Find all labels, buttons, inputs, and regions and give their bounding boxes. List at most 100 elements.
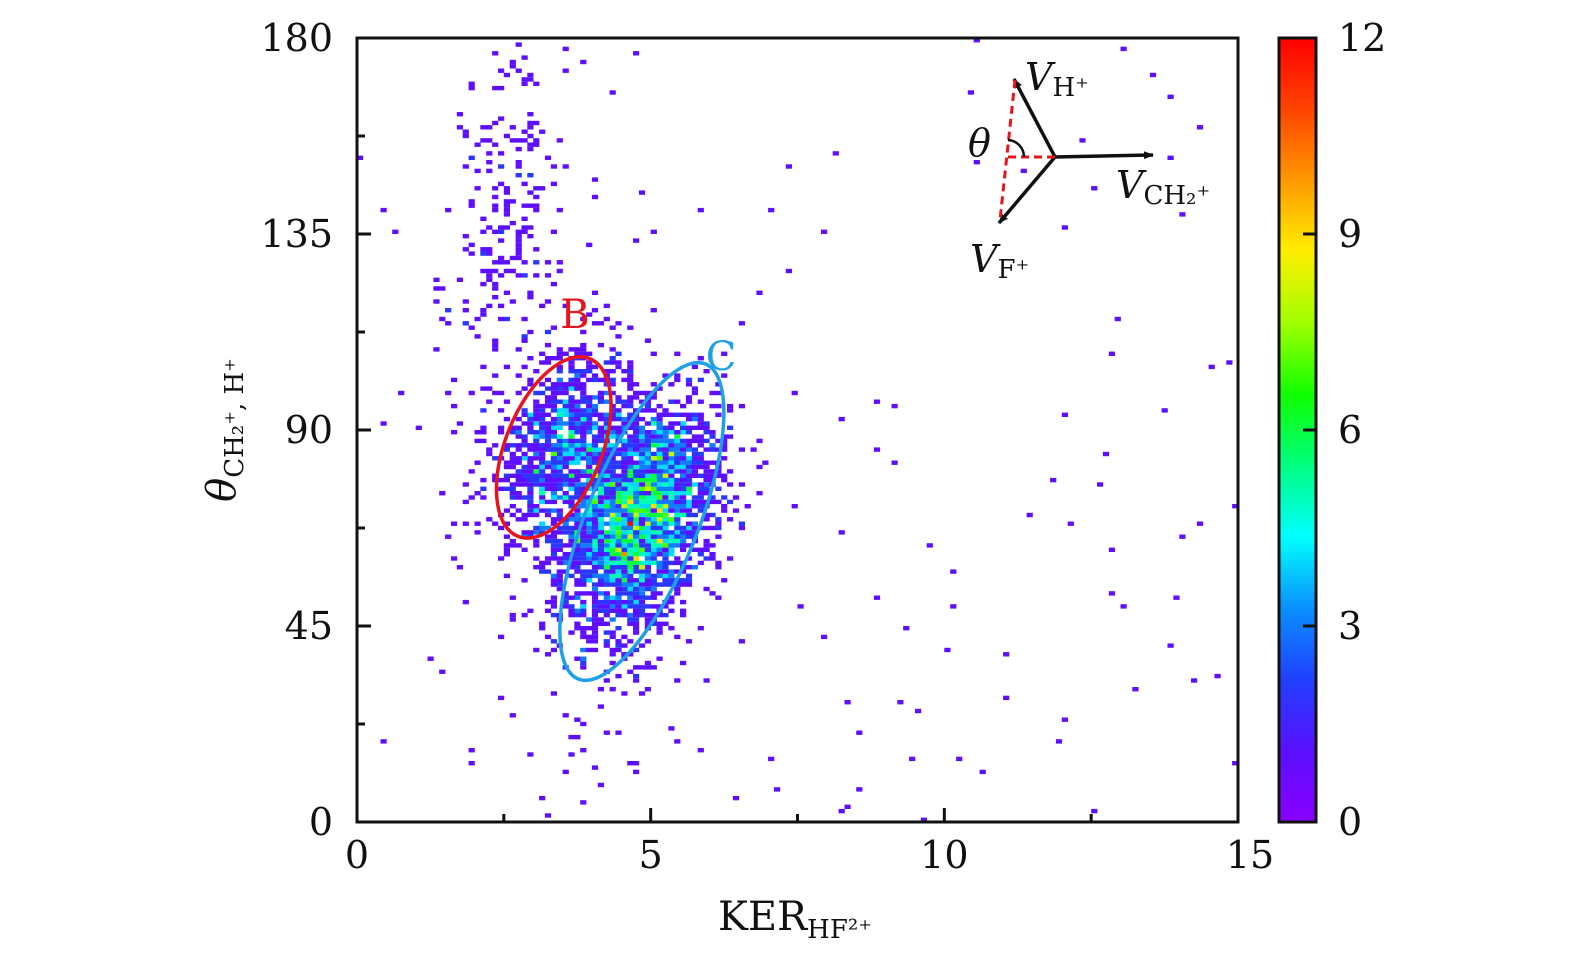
heatmap-cell (533, 512, 540, 518)
heatmap-cell (1102, 451, 1110, 457)
heatmap-cell (774, 787, 781, 792)
heatmap-cell (550, 325, 557, 330)
heatmap-cell (597, 425, 604, 430)
heatmap-cell (439, 316, 446, 322)
heatmap-cell (486, 517, 493, 522)
heatmap-cell (427, 656, 434, 661)
heatmap-cell (509, 425, 516, 430)
heatmap-cell (656, 626, 663, 631)
heatmap-cell (703, 425, 710, 430)
heatmap-cell (638, 569, 646, 574)
heatmap-cell (597, 412, 604, 417)
heatmap-cell (515, 460, 522, 465)
heatmap-cell (633, 416, 640, 422)
heatmap-cell (568, 421, 575, 426)
heatmap-cell (462, 234, 469, 239)
y-tick-label: 180 (260, 16, 333, 60)
heatmap-cell (650, 456, 657, 461)
heatmap-cell (685, 499, 693, 505)
heatmap-cell (644, 621, 651, 626)
heatmap-cell (556, 260, 563, 265)
heatmap-cell (503, 203, 510, 208)
heatmap-cell (668, 425, 675, 430)
heatmap-cell (656, 403, 663, 409)
heatmap-cell (685, 460, 693, 465)
heatmap-cell (533, 469, 540, 474)
heatmap-cell (633, 599, 640, 605)
heatmap-cell (533, 447, 540, 452)
heatmap-cell (591, 647, 599, 653)
heatmap-cell (580, 447, 587, 452)
heatmap-cell (638, 643, 646, 648)
heatmap-cell (556, 578, 563, 583)
heatmap-cell (527, 456, 534, 461)
heatmap-cell (539, 186, 546, 191)
heatmap-cell (633, 390, 640, 396)
heatmap-cell (668, 447, 675, 452)
heatmap-cell (715, 486, 722, 491)
heatmap-cell (656, 473, 663, 478)
heatmap-cell (680, 447, 687, 452)
heatmap-cell (550, 482, 557, 487)
heatmap-cell (562, 438, 569, 444)
heatmap-cell (539, 460, 546, 465)
heatmap-cell (744, 504, 751, 509)
heatmap-cell (703, 491, 710, 496)
heatmap-cell (515, 146, 522, 152)
y-tick-label: 90 (285, 408, 333, 452)
heatmap-cell (768, 207, 775, 213)
heatmap-cell (674, 443, 681, 448)
heatmap-cell (644, 617, 651, 622)
heatmap-cell (468, 761, 475, 766)
heatmap-cell (615, 491, 622, 496)
heatmap-cell (580, 543, 587, 548)
heatmap-cell (580, 473, 587, 478)
heatmap-cell (615, 582, 622, 587)
heatmap-cell (633, 238, 640, 243)
heatmap-cell (527, 356, 534, 361)
heatmap-cell (486, 160, 493, 165)
heatmap-cell (568, 360, 575, 365)
heatmap-cell (680, 430, 687, 435)
heatmap-cell (915, 708, 922, 714)
heatmap-cell (832, 151, 839, 156)
heatmap-cell (844, 804, 851, 809)
heatmap-cell (1167, 155, 1174, 160)
heatmap-cell (603, 608, 610, 613)
heatmap-cell (644, 595, 651, 600)
heatmap-cell (644, 495, 651, 500)
heatmap-cell (556, 408, 563, 413)
heatmap-cell (633, 477, 640, 483)
heatmap-cell (973, 160, 980, 165)
heatmap-cell (603, 604, 610, 609)
heatmap-cell (650, 469, 657, 474)
heatmap-cell (638, 469, 646, 474)
heatmap-cell (568, 347, 575, 352)
heatmap-cell (533, 416, 540, 422)
heatmap-cell (662, 547, 669, 552)
heatmap-cell (509, 538, 516, 544)
heatmap-cell (656, 421, 663, 426)
heatmap-cell (515, 42, 522, 47)
heatmap-cell (627, 495, 634, 500)
heatmap-cell (568, 369, 575, 374)
heatmap-cell (486, 125, 493, 130)
heatmap-cell (609, 630, 616, 635)
heatmap-cell (621, 499, 628, 505)
heatmap-cell (703, 517, 710, 522)
heatmap-cell (591, 569, 599, 574)
heatmap-cell (668, 473, 675, 478)
heatmap-cell (586, 464, 593, 470)
heatmap-cell (650, 508, 657, 513)
heatmap-cell (586, 525, 593, 531)
heatmap-cell (697, 473, 704, 478)
heatmap-cell (703, 438, 710, 444)
heatmap-cell (721, 578, 728, 583)
heatmap-cell (503, 72, 510, 78)
heatmap-cell (633, 491, 640, 496)
heatmap-cell (539, 508, 546, 513)
heatmap-cell (1196, 521, 1204, 526)
heatmap-cell (550, 469, 557, 474)
heatmap-cell (591, 573, 599, 579)
heatmap-cell (498, 390, 505, 396)
